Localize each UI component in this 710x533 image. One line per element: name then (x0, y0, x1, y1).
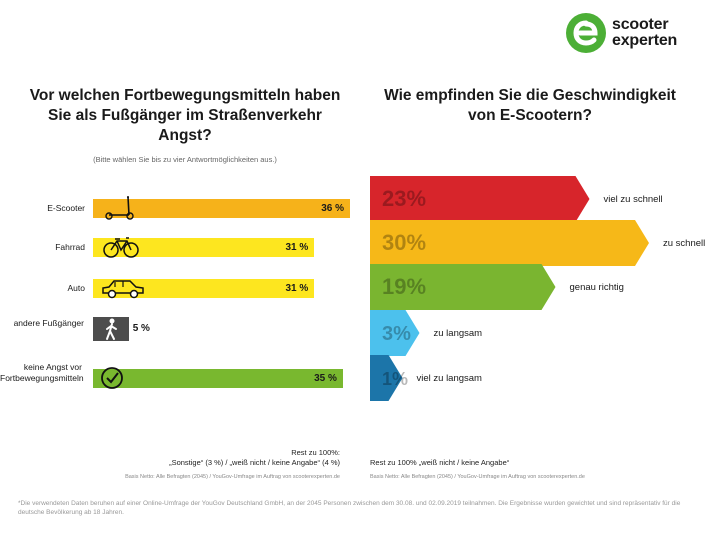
left-bar-value-label: 35 % (314, 373, 337, 384)
left-chart-title: Vor welchen Fortbewegungsmitteln haben S… (29, 87, 341, 144)
left-bar-value-label: 36 % (321, 203, 344, 214)
right-bar-value-label: 23% (382, 186, 426, 211)
left-category-label: E-Scooter (47, 202, 85, 213)
left-bar-chart: 36 % E-Scooter 31 % Fahrrad 31 % Auto 5 % ander… (0, 0, 355, 420)
right-category-label: zu schnell (663, 238, 705, 249)
pedestrian-icon (98, 316, 124, 347)
logo-mark-icon (566, 13, 606, 53)
left-rest-detail: „Sonstige“ (3 %) / „weiß nicht / keine A… (169, 458, 340, 467)
right-arrow-chart: 23% viel zu schnell 30% zu schnell 19% genau … (370, 176, 705, 401)
right-bar-value-label: 30% (382, 230, 426, 255)
right-category-label: zu langsam (434, 328, 483, 339)
disclaimer: *Die verwendeten Daten beruhen auf einer… (18, 500, 681, 516)
left-category-label: andere Fußgänger (13, 318, 84, 328)
right-bar-value-label: 3% (382, 323, 411, 345)
right-arrow-bar (370, 220, 649, 266)
left-chart-subtitle: (Bitte wählen Sie bis zu vier Antwortmög… (93, 155, 277, 164)
left-bar: 31 % (93, 238, 315, 257)
brand-name-line2: experten (612, 32, 678, 49)
left-category-label: Fahrrad (55, 241, 85, 252)
right-category-label: genau richtig (570, 282, 624, 293)
bicycle-icon (99, 234, 143, 265)
right-arrow-bar (370, 310, 420, 356)
right-arrow-bar (370, 264, 556, 310)
brand-logo: scooter experten (566, 12, 696, 54)
left-bar-value-label: 5 % (132, 323, 150, 334)
left-basis: Basis Netto: Alle Befragten (2045) / You… (125, 474, 340, 480)
left-bar: 35 % (93, 369, 343, 388)
right-category-label: viel zu schnell (604, 194, 663, 205)
right-chart-title: Wie empfinden Sie die Geschwindigkeit vo… (384, 87, 676, 124)
car-icon (99, 275, 147, 306)
left-bar-value-label: 31 % (285, 242, 309, 253)
brand-name-line1: scooter (612, 16, 669, 33)
left-category-label: Auto (67, 282, 86, 293)
kick-scooter-icon (99, 195, 143, 226)
right-arrow-bar (370, 176, 590, 222)
checkmark-circle-icon (99, 365, 125, 396)
brand-name: scooter experten (612, 17, 677, 49)
right-rest: Rest zu 100% „weiß nicht / keine Angabe“ (370, 458, 510, 467)
left-bar: 31 % (93, 279, 315, 298)
left-category-label: keine Angst vor Fortbewegungsmitteln (0, 361, 84, 383)
left-rest-title: Rest zu 100%: (291, 448, 340, 457)
left-bar: 36 % (93, 199, 350, 218)
right-category-label: viel zu langsam (417, 373, 483, 384)
right-basis: Basis Netto: Alle Befragten (2045) / You… (370, 474, 585, 480)
right-bar-value-label: 19% (382, 274, 426, 299)
right-arrow-bar (370, 355, 403, 401)
left-bar-value-label: 31 % (285, 283, 309, 294)
right-bar-value-label: 1% (382, 369, 408, 389)
